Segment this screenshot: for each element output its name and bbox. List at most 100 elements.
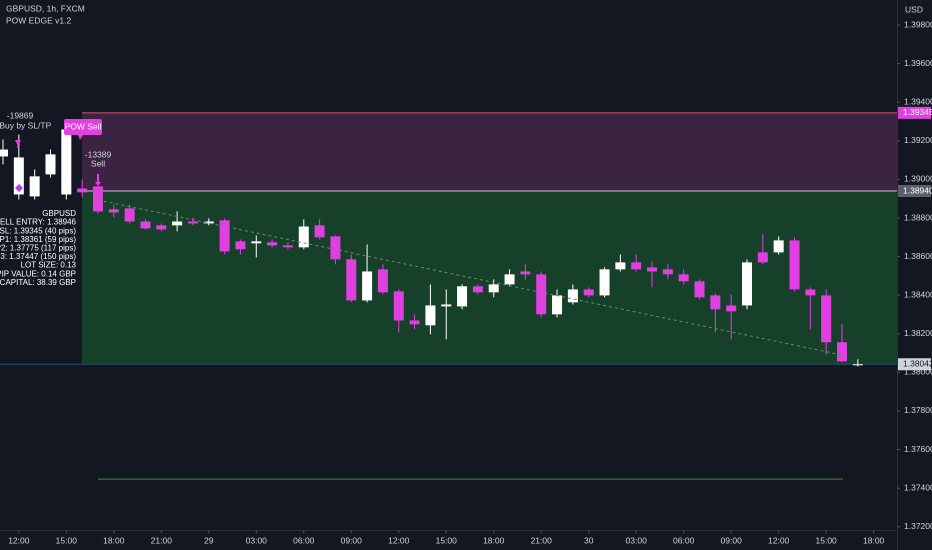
candle-body (298, 226, 309, 248)
y-tick-label: 1.39800 (904, 19, 932, 29)
info-line: PIP VALUE: 0.14 GBP (0, 269, 76, 278)
x-tick-label: 21:00 (531, 535, 553, 545)
price-tag (898, 358, 931, 371)
x-tick-label: 03:00 (626, 535, 648, 545)
annotation: lt Buy by SL/TP (0, 120, 52, 130)
info-line: RISK CAPITAL: 38.39 GBP (0, 278, 76, 287)
price-tag-label: 1.38940 (903, 185, 932, 195)
x-tick-label: 21:00 (151, 535, 173, 545)
info-line: SL: 1.39345 (40 pips) (0, 226, 76, 235)
x-tick-label: 29 (204, 535, 214, 545)
x-tick-label: 12:00 (8, 535, 30, 545)
x-tick-label: 15:00 (56, 535, 78, 545)
x-tick-label: 12:00 (768, 535, 790, 545)
y-tick-label: 1.39000 (904, 174, 932, 184)
candle-body (172, 221, 183, 226)
candle-body (773, 240, 784, 253)
candle-body (836, 342, 847, 362)
price-tag-label: 1.38042 (903, 359, 932, 369)
info-line: TP3: 1.37447 (150 pips) (0, 252, 76, 261)
candle-body (789, 240, 800, 290)
x-tick-label: 09:00 (721, 535, 743, 545)
candle-body (330, 236, 341, 260)
annotation: -13389 (85, 149, 112, 159)
trend-line (97, 199, 843, 356)
sell-badge (64, 119, 102, 135)
candle-body (314, 225, 325, 238)
stop-loss-zone (82, 112, 897, 192)
y-tick-label: 1.39200 (904, 135, 932, 145)
x-tick-label: 12:00 (388, 535, 410, 545)
x-tick-label: 15:00 (436, 535, 458, 545)
candle-body (552, 295, 563, 315)
x-tick-label: 09:00 (341, 535, 363, 545)
y-tick-label: 1.38200 (904, 328, 932, 338)
signal-arrow (95, 174, 101, 186)
candle-body (536, 274, 547, 315)
candle-body (108, 209, 119, 213)
annotation: Sell (91, 158, 105, 168)
y-tick-label: 1.39400 (904, 97, 932, 107)
annotation: -19869 (7, 110, 34, 120)
candle-body (457, 286, 468, 307)
zones (0, 112, 897, 480)
y-tick-label: 1.38400 (904, 289, 932, 299)
x-tick-label: 30 (584, 535, 594, 545)
y-tick-label: 1.37200 (904, 521, 932, 531)
candle-body (282, 245, 293, 248)
candle-body (852, 364, 863, 366)
candle-body (219, 220, 230, 252)
candle-body (92, 186, 103, 212)
candle-body (393, 291, 404, 321)
price-tag-label: 1.39345 (903, 107, 932, 117)
y-tick-label: 1.39600 (904, 58, 932, 68)
candle-body (599, 269, 610, 296)
info-line: LOT SIZE: 0.13 (21, 261, 77, 270)
y-tick-label: 1.38600 (904, 251, 932, 261)
candle-body (647, 267, 658, 272)
profit-zone (82, 191, 897, 365)
x-tick-label: 18:00 (483, 535, 505, 545)
y-tick-label: 1.37600 (904, 444, 932, 454)
candle-body (235, 241, 246, 250)
candle-body (631, 262, 642, 270)
candle-body (742, 262, 753, 306)
annotation: POW Sell (65, 121, 102, 131)
candle-body (472, 286, 483, 293)
candle-body (45, 154, 56, 175)
candle-body (726, 305, 737, 312)
candle-body (124, 208, 135, 222)
candle-body (694, 281, 705, 298)
candle-body (710, 295, 721, 310)
x-tick-label: 06:00 (293, 535, 315, 545)
candle-body (615, 262, 626, 270)
y-tick-label: 1.37800 (904, 405, 932, 415)
chart-title: GBPUSD, 1h, FXCM (6, 3, 85, 13)
candle-body (267, 242, 278, 246)
candle-body (678, 274, 689, 282)
axes: 1.39800 1.39600 1.39400 1.39200 1.39000 1.388… (8, 19, 932, 545)
candle-body (203, 221, 214, 224)
x-tick-label: 18:00 (863, 535, 885, 545)
candle-body (409, 320, 420, 325)
candle-body (187, 221, 198, 224)
candle-body (13, 157, 24, 195)
chart-subtitle: POW EDGE v1.2 (6, 15, 71, 25)
x-tick-label: 18:00 (103, 535, 125, 545)
plot (0, 127, 863, 367)
candle-body (140, 221, 151, 229)
candle-body (441, 304, 452, 307)
info-line: TP2: 1.37775 (117 pips) (0, 244, 76, 253)
candle-body (346, 259, 357, 301)
candle-body (61, 129, 72, 195)
candle-body (821, 295, 832, 343)
candle-body (567, 289, 578, 303)
candle-body (757, 252, 768, 263)
y-tick-label: 1.38800 (904, 212, 932, 222)
candle-body (29, 176, 40, 197)
candle-body (377, 269, 388, 293)
axis-label: USD (905, 4, 923, 14)
signal-arrow (15, 140, 21, 148)
